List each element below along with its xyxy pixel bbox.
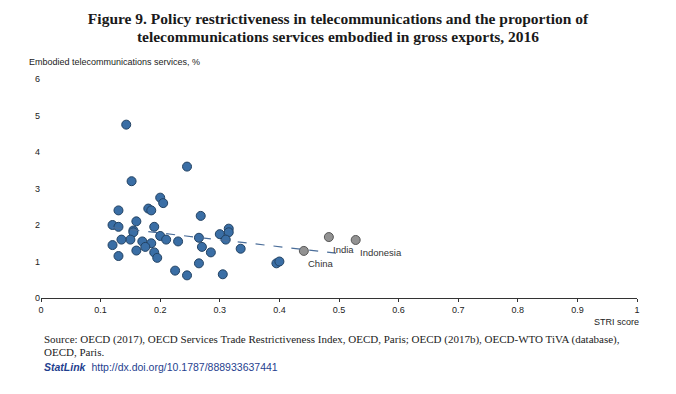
svg-text:0.5: 0.5 bbox=[333, 305, 346, 315]
svg-text:3: 3 bbox=[35, 184, 40, 194]
svg-text:0.7: 0.7 bbox=[452, 305, 465, 315]
svg-text:0: 0 bbox=[35, 293, 40, 303]
svg-text:0.8: 0.8 bbox=[512, 305, 525, 315]
svg-text:China: China bbox=[308, 258, 334, 269]
svg-text:Embodied telecommunications se: Embodied telecommunications services, % bbox=[29, 57, 200, 67]
html-text:Source: OECD (2017), OECD Serv: Source: OECD (2017), OECD Services Trade… bbox=[44, 333, 620, 358]
html-text:http://dx.doi.org/10.1787/8889: http://dx.doi.org/10.1787/888933637441 bbox=[91, 361, 278, 373]
svg-text:0.6: 0.6 bbox=[392, 305, 405, 315]
svg-text:4: 4 bbox=[35, 147, 40, 157]
svg-text:1: 1 bbox=[634, 305, 639, 315]
html-text:Figure 9. Policy restrictivene: Figure 9. Policy restrictiveness in tele… bbox=[87, 10, 589, 45]
svg-text:0.3: 0.3 bbox=[214, 305, 227, 315]
svg-text:0.1: 0.1 bbox=[94, 305, 107, 315]
svg-text:5: 5 bbox=[35, 111, 40, 121]
svg-text:0.9: 0.9 bbox=[571, 305, 584, 315]
svg-text:India: India bbox=[333, 244, 354, 255]
html-text:StatLink: StatLink bbox=[44, 361, 86, 373]
svg-text:0.4: 0.4 bbox=[273, 305, 286, 315]
svg-text:2: 2 bbox=[35, 220, 40, 230]
svg-text:1: 1 bbox=[35, 257, 40, 267]
svg-text:STRI score: STRI score bbox=[594, 317, 639, 327]
svg-text:6: 6 bbox=[35, 74, 40, 84]
svg-text:0.2: 0.2 bbox=[154, 305, 167, 315]
svg-text:0: 0 bbox=[38, 305, 43, 315]
svg-text:Indonesia: Indonesia bbox=[360, 247, 402, 258]
